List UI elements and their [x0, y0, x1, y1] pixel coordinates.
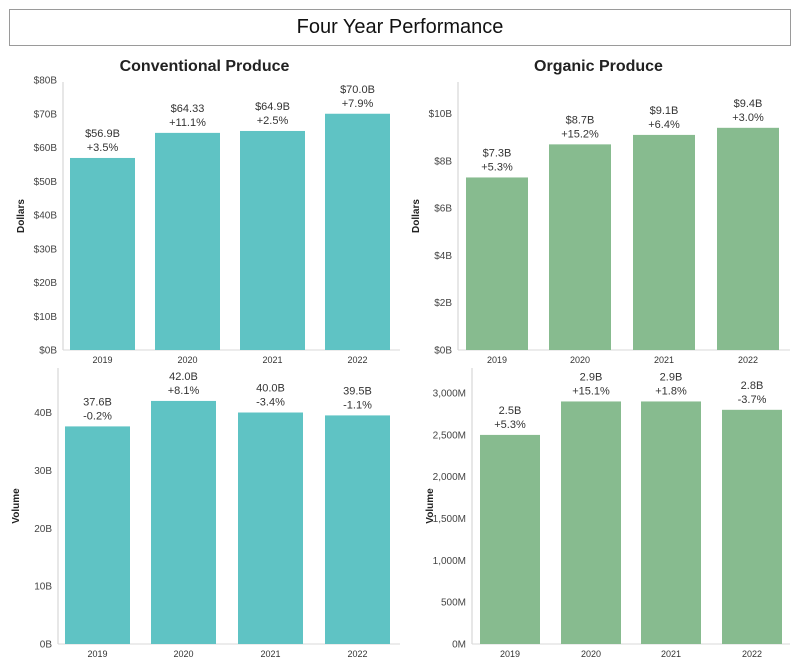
conv-volume-x-tick-label: 2019: [87, 649, 107, 659]
conv-dollars-bar: [70, 157, 135, 350]
org-volume-y-tick-label: 1,000M: [433, 556, 466, 567]
org-volume-data-label: 2.5B: [499, 405, 522, 417]
org-dollars-bar: [466, 177, 528, 350]
conv-volume-bar: [151, 400, 216, 644]
conv-volume-bar: [325, 415, 390, 644]
conv-volume-change-label: -1.1%: [343, 399, 372, 411]
conv-volume-y-tick-label: 0B: [40, 640, 53, 651]
org-dollars-change-label: +5.3%: [481, 161, 513, 173]
conv-dollars-y-tick-label: $70B: [34, 109, 58, 120]
conv-dollars-change-label: +11.1%: [169, 117, 206, 129]
conv-dollars-change-label: +2.5%: [257, 115, 289, 127]
conv-dollars-x-tick-label: 2019: [92, 355, 112, 365]
conv-volume-y-tick-label: 20B: [34, 524, 52, 535]
conv-volume-data-label: 42.0B: [169, 371, 198, 383]
org-volume-bar: [561, 401, 621, 644]
conv-dollars-y-tick-label: $20B: [34, 278, 58, 289]
org-volume-x-tick-label: 2021: [661, 649, 681, 659]
conv-dollars-data-label: $56.9B: [85, 128, 120, 140]
org-dollars-data-label: $7.3B: [483, 147, 512, 159]
conv-dollars-bar: [325, 113, 390, 350]
org-dollars-bar: [549, 144, 611, 350]
org-volume-change-label: +5.3%: [494, 419, 526, 431]
org-dollars-bar: [717, 127, 779, 351]
conv-dollars-y-tick-label: $10B: [34, 312, 58, 323]
org-volume-y-tick-label: 500M: [441, 598, 466, 609]
org-dollars-bar: [633, 134, 695, 350]
conv-dollars-change-label: +3.5%: [87, 142, 119, 154]
conv-volume-bar: [238, 412, 303, 644]
conv-dollars-change-label: +7.9%: [342, 98, 374, 110]
conv-volume-x-tick-label: 2020: [173, 649, 193, 659]
conv-volume-y-axis-label: Volume: [11, 488, 22, 524]
conv-volume-y-tick-label: 30B: [34, 466, 52, 477]
org-volume-change-label: +1.8%: [655, 385, 687, 397]
org-dollars-x-tick-label: 2022: [738, 355, 758, 365]
org-dollars-data-label: $9.4B: [734, 98, 763, 110]
conv-dollars-y-tick-label: $50B: [34, 177, 58, 188]
org-dollars-y-tick-label: $10B: [429, 109, 453, 120]
org-dollars-change-label: +3.0%: [732, 112, 764, 124]
org-volume-data-label: 2.9B: [660, 371, 683, 383]
conv-dollars-data-label: $64.9B: [255, 101, 290, 113]
conv-volume-data-label: 39.5B: [343, 385, 372, 397]
conv-dollars-y-tick-label: $30B: [34, 244, 58, 255]
conv-dollars-bar: [155, 132, 220, 350]
conv-volume-change-label: -3.4%: [256, 397, 285, 409]
conv-volume-change-label: -0.2%: [83, 410, 112, 422]
conv-volume-x-tick-label: 2021: [260, 649, 280, 659]
org-volume-y-tick-label: 1,500M: [433, 514, 466, 525]
conv-dollars-x-tick-label: 2021: [262, 355, 282, 365]
org-dollars-y-tick-label: $4B: [434, 251, 452, 262]
conv-dollars-y-axis-label: Dollars: [16, 199, 27, 233]
org-volume-y-axis-label: Volume: [425, 488, 436, 524]
org-volume-y-tick-label: 3,000M: [433, 389, 466, 400]
conv-dollars-x-tick-label: 2022: [347, 355, 367, 365]
org-volume-x-tick-label: 2020: [581, 649, 601, 659]
org-volume-data-label: 2.8B: [741, 380, 764, 392]
org-dollars-change-label: +6.4%: [648, 119, 680, 131]
org-dollars-y-tick-label: $0B: [434, 346, 452, 357]
conv-dollars-x-tick-label: 2020: [177, 355, 197, 365]
conv-volume-data-label: 37.6B: [83, 396, 112, 408]
org-volume-bar: [480, 434, 540, 644]
org-dollars-x-tick-label: 2021: [654, 355, 674, 365]
org-volume-bar: [722, 409, 782, 644]
org-volume-x-tick-label: 2019: [500, 649, 520, 659]
org-volume-data-label: 2.9B: [580, 371, 603, 383]
conv-volume-x-tick-label: 2022: [347, 649, 367, 659]
conv-volume-y-tick-label: 40B: [34, 408, 52, 419]
conv-volume-y-tick-label: 10B: [34, 582, 52, 593]
org-volume-change-label: -3.7%: [738, 394, 767, 406]
conv-volume-bar: [65, 426, 130, 644]
conv-dollars-data-label: $64.33: [171, 103, 205, 115]
conv-dollars-data-label: $70.0B: [340, 84, 375, 96]
conv-dollars-y-tick-label: $0B: [39, 346, 57, 357]
org-dollars-x-tick-label: 2020: [570, 355, 590, 365]
conv-dollars-y-tick-label: $80B: [34, 76, 58, 87]
org-dollars-x-tick-label: 2019: [487, 355, 507, 365]
org-volume-x-tick-label: 2022: [742, 649, 762, 659]
org-dollars-y-tick-label: $6B: [434, 204, 452, 215]
org-volume-y-tick-label: 2,000M: [433, 472, 466, 483]
org-volume-bar: [641, 401, 701, 644]
conv-dollars-bar: [240, 130, 305, 350]
dashboard-title: Four Year Performance: [9, 9, 791, 46]
org-volume-y-tick-label: 0M: [452, 640, 466, 651]
org-volume-change-label: +15.1%: [572, 385, 610, 397]
org-volume-y-tick-label: 2,500M: [433, 430, 466, 441]
org-dollars-y-tick-label: $8B: [434, 156, 452, 167]
conventional-column-title: Conventional Produce: [119, 58, 290, 75]
org-dollars-data-label: $8.7B: [566, 114, 595, 126]
org-dollars-data-label: $9.1B: [650, 105, 679, 117]
conv-dollars-y-tick-label: $60B: [34, 143, 58, 154]
org-dollars-y-tick-label: $2B: [434, 298, 452, 309]
org-dollars-change-label: +15.2%: [561, 128, 599, 140]
org-dollars-y-axis-label: Dollars: [411, 199, 422, 233]
organic-column-title: Organic Produce: [534, 58, 663, 75]
conv-volume-change-label: +8.1%: [168, 385, 200, 397]
conv-volume-data-label: 40.0B: [256, 383, 285, 395]
conv-dollars-y-tick-label: $40B: [34, 211, 58, 222]
